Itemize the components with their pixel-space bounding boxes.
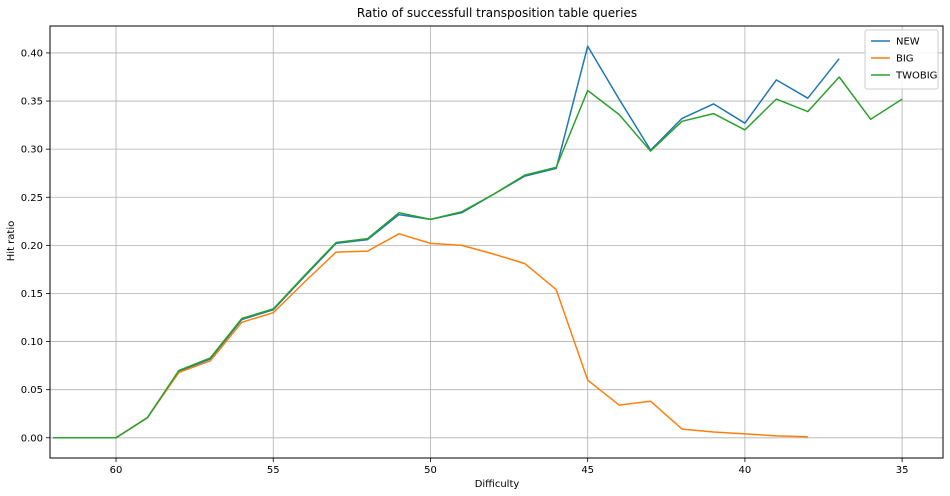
x-tick-label: 60 (110, 465, 123, 476)
y-tick-label: 0.25 (21, 193, 43, 204)
legend-label-twobig: TWOBIG (895, 71, 937, 82)
y-axis-label: Hit ratio (6, 221, 17, 261)
series-line-new (53, 45, 840, 439)
y-axis: 0.00 0.05 0.10 0.15 0.20 0.25 0.30 0.35 0.40 (21, 48, 50, 444)
series-line-twobig (53, 76, 903, 439)
legend-label-big: BIG (896, 54, 914, 65)
grid (50, 26, 943, 458)
x-tick-label: 55 (267, 465, 280, 476)
x-axis-label: Difficulty (475, 479, 520, 490)
y-tick-label: 0.00 (21, 433, 43, 444)
x-axis: 60 55 50 45 40 35 (110, 458, 909, 476)
x-tick-label: 40 (739, 465, 752, 476)
y-tick-label: 0.40 (21, 48, 43, 59)
x-tick-label: 35 (896, 465, 909, 476)
plot-frame (49, 25, 944, 459)
x-tick-label: 50 (424, 465, 437, 476)
legend: NEW BIG TWOBIG (864, 29, 939, 90)
chart-title: Ratio of successfull transposition table… (357, 6, 637, 20)
y-tick-label: 0.15 (21, 289, 43, 300)
series-line-big (53, 233, 808, 439)
x-tick-label: 45 (581, 465, 594, 476)
y-tick-label: 0.20 (21, 241, 43, 252)
y-tick-label: 0.05 (21, 385, 43, 396)
legend-label-new: NEW (896, 37, 920, 48)
y-tick-label: 0.35 (21, 97, 43, 108)
y-tick-label: 0.30 (21, 145, 43, 156)
series-layer (53, 45, 903, 439)
y-tick-label: 0.10 (21, 337, 43, 348)
